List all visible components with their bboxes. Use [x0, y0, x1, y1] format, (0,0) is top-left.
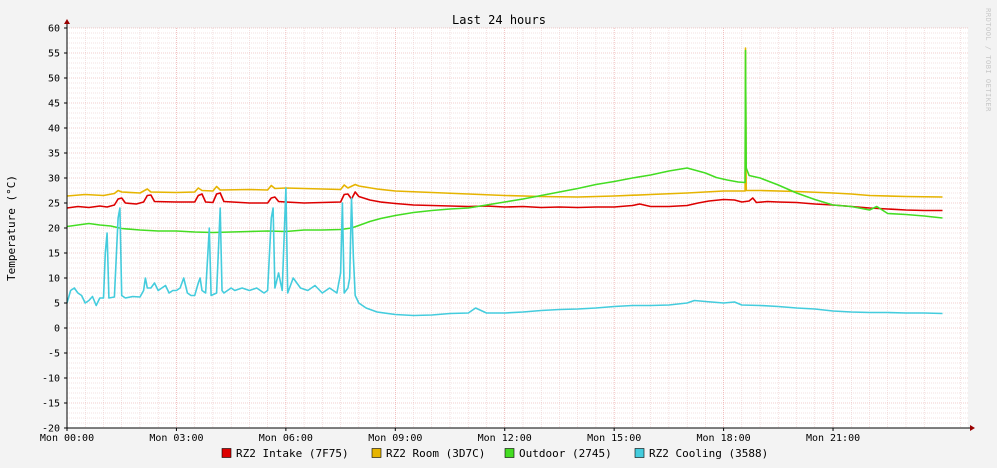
legend-label-1: RZ2 Room (3D7C)	[386, 447, 485, 460]
y-tick-label: -20	[42, 424, 60, 435]
axes	[64, 19, 975, 431]
x-tick-label: Mon 06:00	[259, 433, 313, 444]
x-tick-label: Mon 12:00	[478, 433, 532, 444]
series-line-2	[66, 49, 943, 234]
chart-title: Last 24 hours	[452, 13, 546, 27]
x-tick-label: Mon 00:00	[40, 433, 94, 444]
major-grid	[66, 27, 968, 429]
y-axis-label: Temperature (°C)	[5, 175, 18, 281]
y-tick-label: 20	[48, 224, 60, 235]
rrdtool-watermark: RRDTOOL / TOBI OETIKER	[984, 8, 992, 112]
legend-swatch-0	[221, 448, 232, 458]
legend-label-2: Outdoor (2745)	[519, 447, 612, 460]
legend-swatch-1	[371, 448, 382, 458]
y-tick-label: 10	[48, 274, 60, 285]
minor-grid	[67, 28, 968, 428]
y-tick-label: 45	[48, 99, 60, 110]
y-tick-label: -5	[48, 349, 60, 360]
y-tick-label: 5	[54, 299, 60, 310]
x-tick-labels: Mon 00:00 Mon 03:00 Mon 06:00 Mon 09:00 Mon …	[40, 433, 860, 444]
y-tick-label: 30	[48, 174, 60, 185]
y-tick-label: 0	[54, 324, 60, 335]
x-tick-label: Mon 15:00	[587, 433, 641, 444]
y-tick-label: 55	[48, 49, 60, 60]
y-tick-label: 25	[48, 199, 60, 210]
legend-swatch-3	[634, 448, 645, 458]
y-tick-label: 35	[48, 149, 60, 160]
x-tick-label: Mon 18:00	[697, 433, 751, 444]
series-line-3	[66, 187, 943, 317]
series-line-0	[66, 191, 943, 212]
y-axis-arrow	[64, 19, 70, 24]
y-tick-label: -15	[42, 399, 60, 410]
x-tick-label: Mon 21:00	[806, 433, 860, 444]
series-layer	[66, 47, 943, 317]
y-tick-label: 40	[48, 124, 60, 135]
y-tick-label: 15	[48, 249, 60, 260]
legend-swatch-2	[504, 448, 515, 458]
y-tick-label: 60	[48, 24, 60, 35]
y-tick-label: 50	[48, 74, 60, 85]
x-tick-label: Mon 03:00	[149, 433, 203, 444]
y-tick-label: -10	[42, 374, 60, 385]
legend-label-3: RZ2 Cooling (3588)	[649, 447, 768, 460]
legend-label-0: RZ2 Intake (7F75)	[236, 447, 349, 460]
x-tick-label: Mon 09:00	[368, 433, 422, 444]
x-axis-arrow	[970, 425, 975, 431]
legend: RZ2 Intake (7F75) RZ2 Room (3D7C) Outdoor …	[221, 447, 768, 460]
